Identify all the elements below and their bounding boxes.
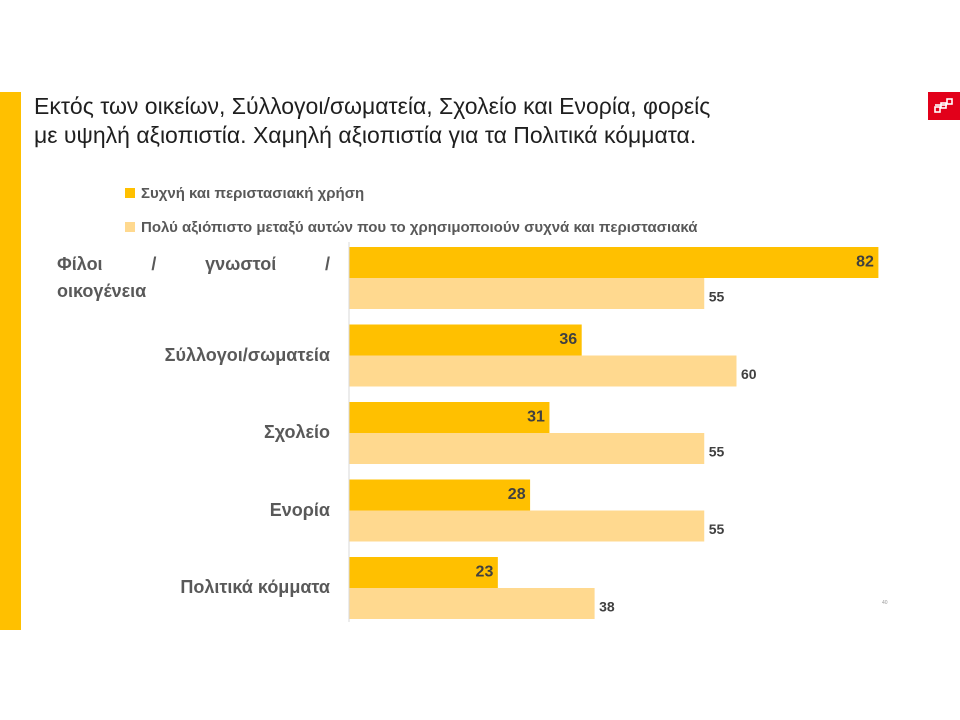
bar-series-2-cat-5 <box>349 588 595 619</box>
page-number: 40 <box>882 600 888 606</box>
category-label-1: Φίλοι / γνωστοί / οικογένεια <box>57 251 330 305</box>
brand-logo-icon <box>928 92 960 120</box>
bar-series-2-cat-4 <box>349 510 705 542</box>
accent-side-bar <box>0 92 21 630</box>
data-label-series-1-cat-3: 31 <box>527 409 545 426</box>
bar-series-1-cat-4 <box>349 479 531 511</box>
bar-series-2-cat-3 <box>349 433 705 464</box>
legend-swatch-series-1 <box>125 188 135 198</box>
bar-series-1-cat-2 <box>349 324 582 356</box>
data-label-series-2-cat-5: 38 <box>599 599 615 615</box>
data-label-series-1-cat-2: 36 <box>559 331 577 348</box>
legend-item-series-2: Πολύ αξιόπιστο μεταξύ αυτών που το χρησι… <box>125 210 697 244</box>
bar-series-1-cat-1 <box>349 247 879 278</box>
logo-mark <box>934 98 953 113</box>
category-label-4: Ενορία <box>269 499 330 520</box>
chart-legend: Συχνή και περιστασιακή χρήση Πολύ αξιόπι… <box>125 176 697 244</box>
legend-swatch-series-2 <box>125 222 135 232</box>
data-label-series-1-cat-1: 82 <box>856 254 874 271</box>
data-label-series-1-cat-5: 23 <box>476 564 494 581</box>
legend-label-series-1: Συχνή και περιστασιακή χρήση <box>141 184 365 202</box>
legend-label-series-2: Πολύ αξιόπιστο μεταξύ αυτών που το χρησι… <box>141 218 698 236</box>
bar-series-2-cat-1 <box>349 278 705 309</box>
title-line-1: Εκτός των οικείων, Σύλλογοι/σωματεία, Σχ… <box>34 93 711 119</box>
bar-series-1-cat-3 <box>349 402 550 433</box>
data-label-series-2-cat-4: 55 <box>709 521 725 537</box>
data-label-series-2-cat-2: 60 <box>741 366 757 382</box>
bar-series-2-cat-2 <box>349 355 737 387</box>
slide-title: Εκτός των οικείων, Σύλλογοι/σωματεία, Σχ… <box>34 92 894 150</box>
category-label-5: Πολιτικά κόμματα <box>180 577 330 597</box>
bar-series-1-cat-5 <box>349 557 498 588</box>
category-label-2: Σύλλογοι/σωματεία <box>164 344 330 365</box>
title-line-2: με υψηλή αξιοπιστία. Χαμηλή αξιοπιστία γ… <box>34 122 697 148</box>
data-label-series-2-cat-1: 55 <box>709 289 725 305</box>
data-label-series-2-cat-3: 55 <box>709 444 725 460</box>
category-label-1-line-2: οικογένεια <box>57 281 147 301</box>
legend-item-series-1: Συχνή και περιστασιακή χρήση <box>125 176 697 210</box>
data-label-series-1-cat-4: 28 <box>508 486 526 503</box>
category-label-3: Σχολείο <box>263 422 330 442</box>
category-label-1-line-1: Φίλοι / γνωστοί / <box>57 254 330 274</box>
